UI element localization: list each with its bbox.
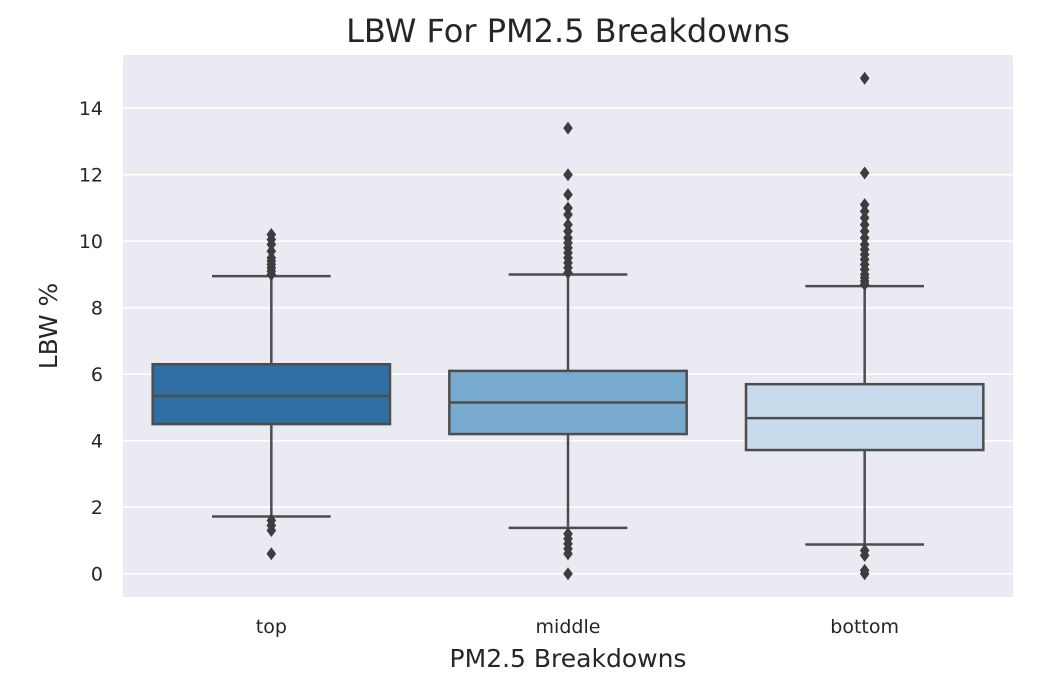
box-middle <box>448 121 688 581</box>
outlier-bottom-13 <box>859 238 870 252</box>
outlier-middle-4 <box>563 547 573 561</box>
outlier-bottom-18 <box>859 204 870 218</box>
outlier-bottom-16 <box>859 218 870 232</box>
outlier-top-13 <box>266 228 277 242</box>
y-tick-label-6: 6 <box>91 364 103 386</box>
outlier-bottom-17 <box>859 211 870 225</box>
y-tick-label-4: 4 <box>91 431 103 453</box>
box-bottom <box>744 71 985 581</box>
y-tick-label-14: 14 <box>79 98 103 120</box>
outlier-bottom-14 <box>859 231 870 245</box>
outlier-bottom-20 <box>859 166 870 180</box>
y-tick-label-0: 0 <box>91 564 103 586</box>
outlier-middle-14 <box>563 224 573 238</box>
y-tick-label-12: 12 <box>79 165 103 187</box>
outlier-top-10 <box>266 244 277 258</box>
outlier-bottom-3 <box>859 567 870 581</box>
box-iqr-top <box>151 362 392 426</box>
y-tick-label-8: 8 <box>91 298 103 320</box>
outlier-top-2 <box>266 523 277 537</box>
x-axis-label: PM2.5 Breakdowns <box>450 644 687 673</box>
x-tick-labels: top middle bottom <box>256 616 899 638</box>
y-tick-label-10: 10 <box>79 231 103 253</box>
x-tick-label-top: top <box>256 616 287 638</box>
outlier-top-3 <box>266 547 277 561</box>
outlier-bottom-1 <box>859 548 870 562</box>
outlier-middle-5 <box>563 567 573 581</box>
y-tick-labels: 0 2 4 6 8 10 12 14 <box>79 98 103 586</box>
outlier-middle-13 <box>563 231 573 245</box>
outlier-middle-20 <box>563 121 573 135</box>
boxes-group <box>151 71 985 581</box>
outlier-bottom-21 <box>859 71 870 85</box>
outlier-middle-19 <box>563 168 573 182</box>
outlier-middle-17 <box>563 201 573 215</box>
x-tick-label-bottom: bottom <box>830 616 899 638</box>
outlier-middle-16 <box>563 208 573 222</box>
outlier-bottom-15 <box>859 224 870 238</box>
outlier-bottom-19 <box>859 198 870 212</box>
y-axis-label: LBW % <box>34 283 63 370</box>
x-tick-label-middle: middle <box>536 616 601 638</box>
y-tick-label-2: 2 <box>91 497 103 519</box>
box-top <box>151 228 392 561</box>
outlier-middle-18 <box>563 188 573 202</box>
outlier-top-9 <box>266 251 277 265</box>
outlier-middle-15 <box>563 218 573 232</box>
chart-title: LBW For PM2.5 Breakdowns <box>346 12 790 50</box>
